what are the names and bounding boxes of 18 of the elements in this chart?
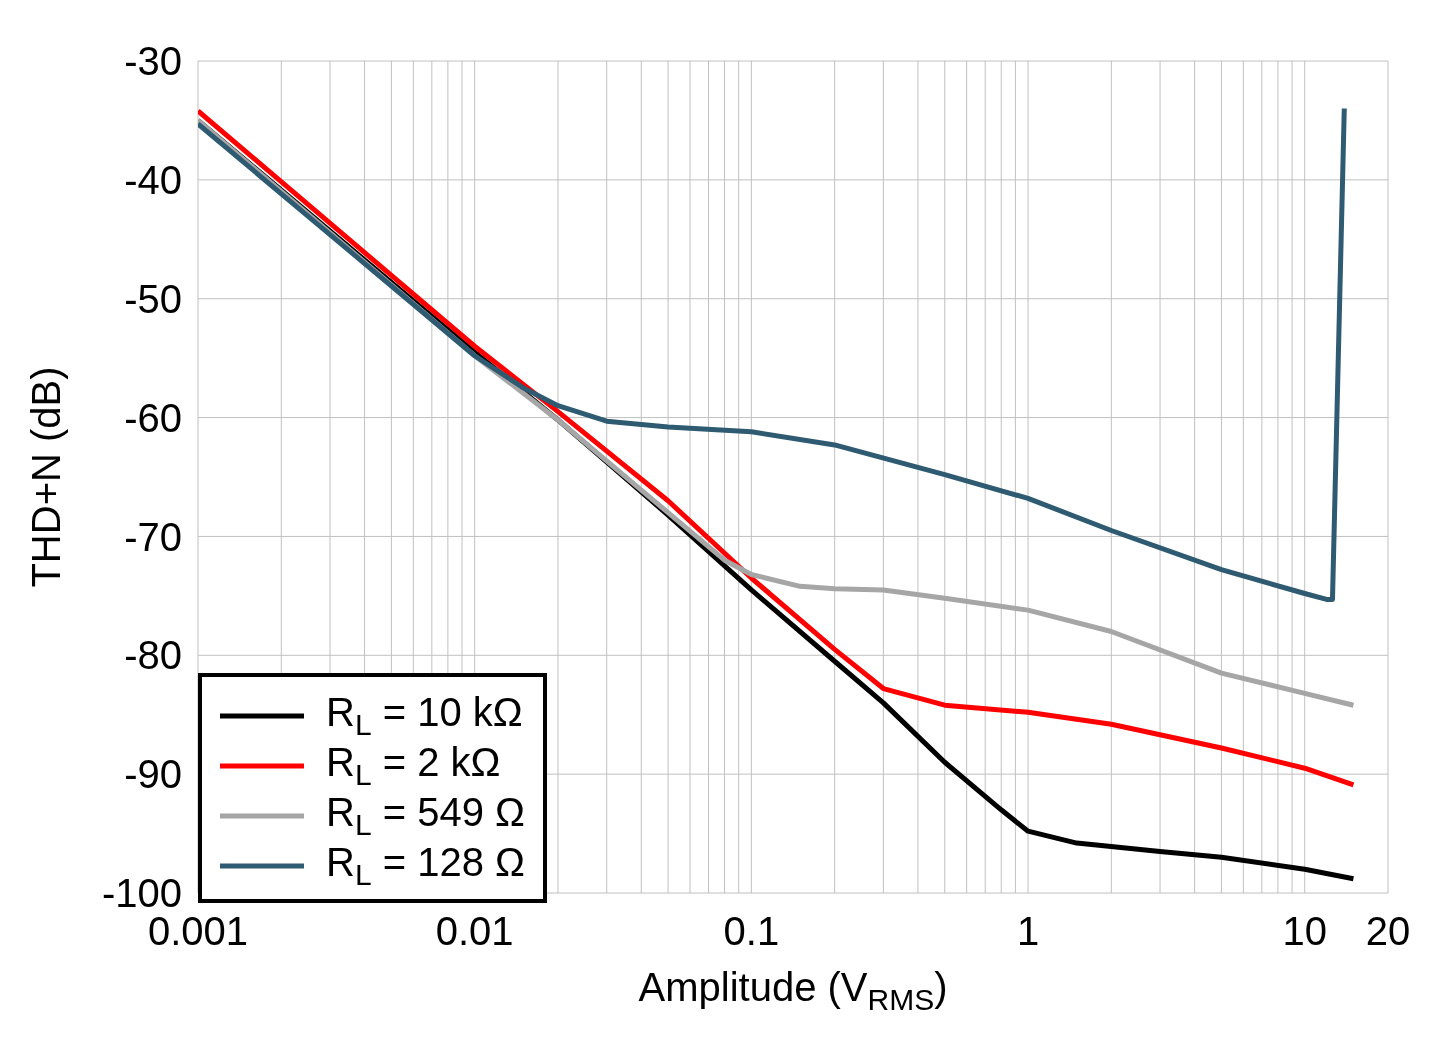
x-tick-label: 0.01: [435, 909, 514, 954]
x-tick-label: 1: [1016, 909, 1040, 954]
y-tick-label: -80: [124, 633, 182, 678]
y-tick-label: -70: [124, 514, 182, 559]
legend-label: R$_{L}$ = 10 kΩ: [326, 690, 523, 741]
x-tick-label: 20: [1365, 909, 1411, 954]
y-axis-title: THD+N (dB): [24, 366, 68, 588]
x-tick-label: 10: [1282, 909, 1327, 954]
legend-label: R$_{L}$ = 128 Ω: [326, 840, 525, 891]
y-tick-label: -60: [124, 395, 182, 440]
legend-label: R$_{L}$ = 549 Ω: [326, 790, 525, 841]
y-tick-label: -50: [124, 276, 182, 321]
y-tick-label: -40: [124, 158, 182, 203]
x-axis-title: Amplitude (V$_{RMS}$): [638, 965, 948, 1016]
legend-label: R$_{L}$ = 2 kΩ: [326, 740, 501, 791]
x-tick-label: 0.1: [723, 909, 780, 954]
y-tick-label: -30: [124, 39, 182, 84]
y-tick-label: -90: [124, 752, 182, 797]
